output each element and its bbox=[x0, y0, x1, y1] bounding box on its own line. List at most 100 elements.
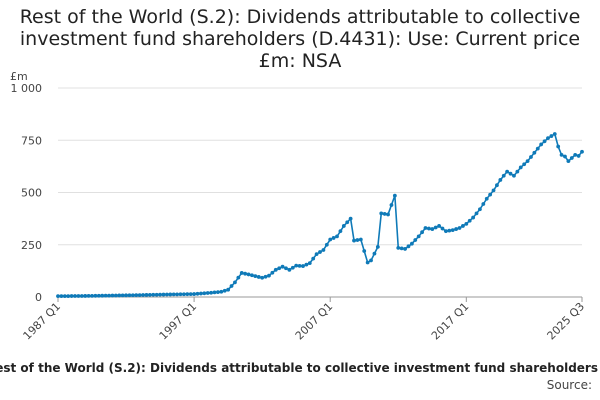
data-point bbox=[379, 211, 384, 216]
data-point bbox=[219, 289, 224, 294]
data-point bbox=[56, 294, 60, 299]
data-point bbox=[447, 228, 452, 233]
data-point bbox=[580, 149, 584, 154]
data-point bbox=[141, 293, 145, 297]
data-point bbox=[273, 267, 278, 272]
data-point bbox=[563, 154, 567, 159]
data-point bbox=[324, 242, 329, 247]
data-point bbox=[311, 256, 316, 261]
data-point bbox=[382, 212, 387, 216]
data-point bbox=[556, 144, 561, 149]
data-point bbox=[76, 294, 81, 298]
data-point bbox=[297, 263, 302, 268]
data-point bbox=[352, 238, 356, 243]
data-point bbox=[79, 294, 84, 298]
data-point bbox=[110, 293, 115, 298]
data-point bbox=[216, 290, 220, 294]
data-point bbox=[478, 207, 482, 212]
data-point bbox=[161, 292, 166, 297]
data-point bbox=[464, 221, 469, 226]
data-point bbox=[222, 288, 227, 293]
y-tick-label: 500 bbox=[21, 187, 42, 200]
data-point bbox=[168, 292, 173, 297]
data-point bbox=[403, 247, 407, 251]
y-tick-label: 0 bbox=[35, 291, 42, 304]
data-point bbox=[229, 284, 234, 288]
data-point bbox=[338, 229, 343, 234]
data-point bbox=[433, 225, 438, 230]
data-point bbox=[355, 238, 360, 242]
data-point bbox=[236, 275, 241, 280]
data-point bbox=[164, 292, 169, 297]
x-tick-label: 2017 Q1 bbox=[429, 300, 472, 343]
data-point bbox=[263, 274, 268, 279]
data-point bbox=[512, 173, 516, 178]
y-tick-label: 750 bbox=[21, 134, 42, 147]
data-point bbox=[124, 293, 128, 298]
data-point bbox=[365, 260, 370, 265]
data-point bbox=[107, 293, 111, 298]
data-point bbox=[185, 292, 190, 297]
data-point bbox=[362, 249, 367, 253]
data-point bbox=[525, 159, 530, 164]
data-point bbox=[188, 292, 193, 297]
data-point bbox=[416, 234, 421, 239]
data-point bbox=[495, 183, 499, 188]
data-point bbox=[444, 229, 448, 234]
x-tick-label: 2025 Q3 bbox=[545, 300, 588, 343]
data-point bbox=[542, 139, 547, 144]
data-point bbox=[66, 294, 71, 298]
data-point bbox=[192, 292, 197, 296]
data-point bbox=[573, 152, 578, 157]
data-point bbox=[430, 227, 435, 231]
data-point bbox=[147, 292, 152, 297]
data-point bbox=[481, 202, 486, 206]
data-point bbox=[474, 211, 479, 216]
data-point bbox=[369, 258, 373, 263]
data-point bbox=[491, 188, 496, 193]
data-point bbox=[69, 294, 74, 298]
data-point bbox=[90, 293, 94, 298]
data-point bbox=[86, 294, 91, 298]
data-point bbox=[284, 266, 288, 271]
series-line bbox=[57, 133, 583, 297]
data-point bbox=[501, 173, 506, 178]
data-point bbox=[566, 159, 571, 164]
data-point bbox=[62, 294, 67, 299]
footer-caption-text: Rest of the World (S.2): Dividends attri… bbox=[0, 361, 600, 375]
data-point bbox=[117, 293, 122, 298]
data-point bbox=[243, 271, 248, 276]
data-point bbox=[399, 246, 404, 251]
data-point bbox=[246, 272, 251, 277]
data-point bbox=[532, 150, 537, 155]
data-point bbox=[498, 178, 503, 182]
data-point bbox=[103, 293, 108, 298]
data-point bbox=[457, 226, 462, 230]
data-point bbox=[294, 263, 299, 268]
data-point bbox=[515, 169, 520, 174]
data-point bbox=[127, 293, 132, 298]
chart-title-line-1: Rest of the World (S.2): Dividends attri… bbox=[19, 6, 581, 28]
data-point bbox=[226, 287, 231, 292]
data-point bbox=[552, 132, 557, 136]
data-point bbox=[440, 226, 445, 231]
data-point bbox=[137, 293, 142, 298]
data-point bbox=[518, 165, 523, 170]
y-tick-label: 1 000 bbox=[11, 82, 43, 95]
data-point bbox=[59, 294, 64, 299]
data-point bbox=[437, 224, 441, 228]
x-tick-label: 2007 Q1 bbox=[293, 300, 336, 343]
data-point bbox=[535, 146, 540, 151]
data-point bbox=[239, 271, 244, 275]
data-point bbox=[96, 293, 101, 298]
data-point bbox=[529, 155, 533, 159]
y-axis-unit-label: £m bbox=[10, 70, 28, 83]
data-point bbox=[406, 244, 411, 249]
data-point bbox=[345, 220, 350, 225]
data-point bbox=[389, 203, 394, 207]
data-point bbox=[270, 270, 275, 275]
data-point bbox=[392, 193, 397, 198]
chart-title-line-2: investment fund shareholders (D.4431): U… bbox=[19, 28, 581, 50]
data-point bbox=[260, 275, 265, 280]
